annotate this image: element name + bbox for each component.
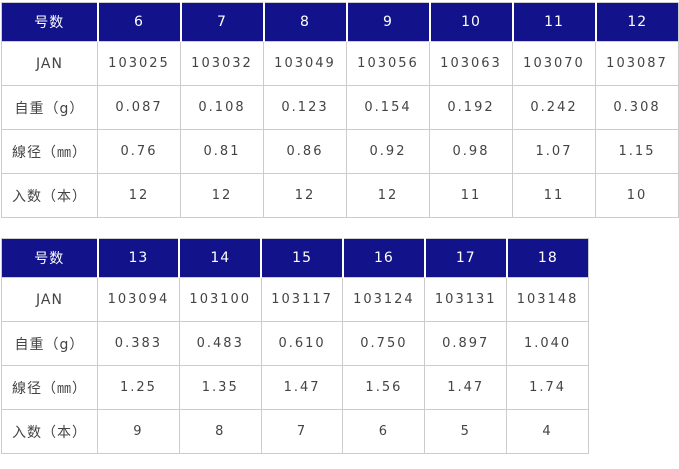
value-cell: 11 bbox=[429, 173, 513, 218]
value-cell: 103100 bbox=[178, 277, 262, 322]
value-cell: 103063 bbox=[429, 41, 513, 86]
value-cell: 10 bbox=[595, 173, 679, 218]
row-label: 自重（g） bbox=[1, 321, 98, 366]
value-cell: 0.86 bbox=[263, 129, 347, 174]
row-label: 入数（本） bbox=[1, 173, 98, 218]
size-header-cell: 10 bbox=[428, 2, 513, 42]
size-header-cell: 8 bbox=[262, 2, 347, 42]
value-cell: 5 bbox=[424, 409, 508, 454]
header-row: 号数 6 7 8 9 10 11 12 bbox=[1, 2, 679, 42]
table-row: 線径（㎜） 0.76 0.81 0.86 0.92 0.98 1.07 1.15 bbox=[1, 129, 679, 174]
spec-tables-container: 号数 6 7 8 9 10 11 12 JAN 103025 103032 103049 103056 1… bbox=[1, 2, 679, 454]
value-cell: 0.610 bbox=[260, 321, 344, 366]
size-header-cell: 12 bbox=[594, 2, 679, 42]
value-cell: 0.192 bbox=[429, 85, 513, 130]
row-label: 線径（㎜） bbox=[1, 129, 98, 174]
value-cell: 0.897 bbox=[424, 321, 508, 366]
value-cell: 12 bbox=[180, 173, 264, 218]
value-cell: 4 bbox=[506, 409, 589, 454]
value-cell: 103032 bbox=[180, 41, 264, 86]
value-cell: 1.15 bbox=[595, 129, 679, 174]
value-cell: 7 bbox=[260, 409, 344, 454]
value-cell: 0.81 bbox=[180, 129, 264, 174]
row-label: 入数（本） bbox=[1, 409, 98, 454]
value-cell: 103131 bbox=[424, 277, 508, 322]
value-cell: 1.040 bbox=[506, 321, 589, 366]
size-header-cell: 7 bbox=[179, 2, 264, 42]
value-cell: 103087 bbox=[595, 41, 679, 86]
table-row: 入数（本） 9 8 7 6 5 4 bbox=[1, 409, 589, 454]
value-cell: 0.242 bbox=[512, 85, 596, 130]
value-cell: 1.35 bbox=[178, 365, 262, 410]
value-cell: 12 bbox=[346, 173, 430, 218]
value-cell: 103056 bbox=[346, 41, 430, 86]
size-header-cell: 14 bbox=[178, 238, 262, 278]
value-cell: 103148 bbox=[506, 277, 589, 322]
row-label: 線径（㎜） bbox=[1, 365, 98, 410]
row-label: JAN bbox=[1, 277, 98, 322]
size-spec-table-6-12: 号数 6 7 8 9 10 11 12 JAN 103025 103032 103049 103056 1… bbox=[1, 2, 679, 218]
size-column-title: 号数 bbox=[1, 2, 98, 42]
value-cell: 12 bbox=[263, 173, 347, 218]
value-cell: 0.92 bbox=[346, 129, 430, 174]
value-cell: 6 bbox=[342, 409, 426, 454]
table-row: JAN 103025 103032 103049 103056 103063 103070 1… bbox=[1, 41, 679, 86]
value-cell: 103070 bbox=[512, 41, 596, 86]
table-row: JAN 103094 103100 103117 103124 103131 103148 bbox=[1, 277, 589, 322]
value-cell: 103124 bbox=[342, 277, 426, 322]
value-cell: 1.25 bbox=[97, 365, 180, 410]
size-column-title: 号数 bbox=[1, 238, 98, 278]
value-cell: 103094 bbox=[97, 277, 180, 322]
value-cell: 0.108 bbox=[180, 85, 264, 130]
value-cell: 1.47 bbox=[260, 365, 344, 410]
value-cell: 103117 bbox=[260, 277, 344, 322]
table-row: 入数（本） 12 12 12 12 11 11 10 bbox=[1, 173, 679, 218]
table-row: 線径（㎜） 1.25 1.35 1.47 1.56 1.47 1.74 bbox=[1, 365, 589, 410]
value-cell: 0.76 bbox=[97, 129, 181, 174]
value-cell: 1.56 bbox=[342, 365, 426, 410]
table-row: 自重（g） 0.087 0.108 0.123 0.154 0.192 0.242 0.308 bbox=[1, 85, 679, 130]
size-header-cell: 9 bbox=[345, 2, 430, 42]
value-cell: 0.483 bbox=[178, 321, 262, 366]
value-cell: 0.087 bbox=[97, 85, 181, 130]
value-cell: 0.750 bbox=[342, 321, 426, 366]
size-header-cell: 16 bbox=[341, 238, 426, 278]
row-label: JAN bbox=[1, 41, 98, 86]
size-header-cell: 18 bbox=[505, 238, 589, 278]
value-cell: 103049 bbox=[263, 41, 347, 86]
header-row: 号数 13 14 15 16 17 18 bbox=[1, 238, 589, 278]
value-cell: 0.98 bbox=[429, 129, 513, 174]
value-cell: 0.383 bbox=[97, 321, 180, 366]
value-cell: 103025 bbox=[97, 41, 181, 86]
table-row: 自重（g） 0.383 0.483 0.610 0.750 0.897 1.040 bbox=[1, 321, 589, 366]
size-header-cell: 6 bbox=[96, 2, 181, 42]
size-header-cell: 11 bbox=[511, 2, 596, 42]
row-label: 自重（g） bbox=[1, 85, 98, 130]
size-spec-table-13-18: 号数 13 14 15 16 17 18 JAN 103094 103100 103117 10312… bbox=[1, 238, 589, 454]
value-cell: 1.74 bbox=[506, 365, 589, 410]
value-cell: 1.07 bbox=[512, 129, 596, 174]
value-cell: 9 bbox=[97, 409, 180, 454]
value-cell: 11 bbox=[512, 173, 596, 218]
size-header-cell: 15 bbox=[260, 238, 344, 278]
value-cell: 0.154 bbox=[346, 85, 430, 130]
size-header-cell: 17 bbox=[423, 238, 508, 278]
size-header-cell: 13 bbox=[96, 238, 180, 278]
value-cell: 8 bbox=[178, 409, 262, 454]
value-cell: 0.123 bbox=[263, 85, 347, 130]
value-cell: 12 bbox=[97, 173, 181, 218]
value-cell: 1.47 bbox=[424, 365, 508, 410]
value-cell: 0.308 bbox=[595, 85, 679, 130]
